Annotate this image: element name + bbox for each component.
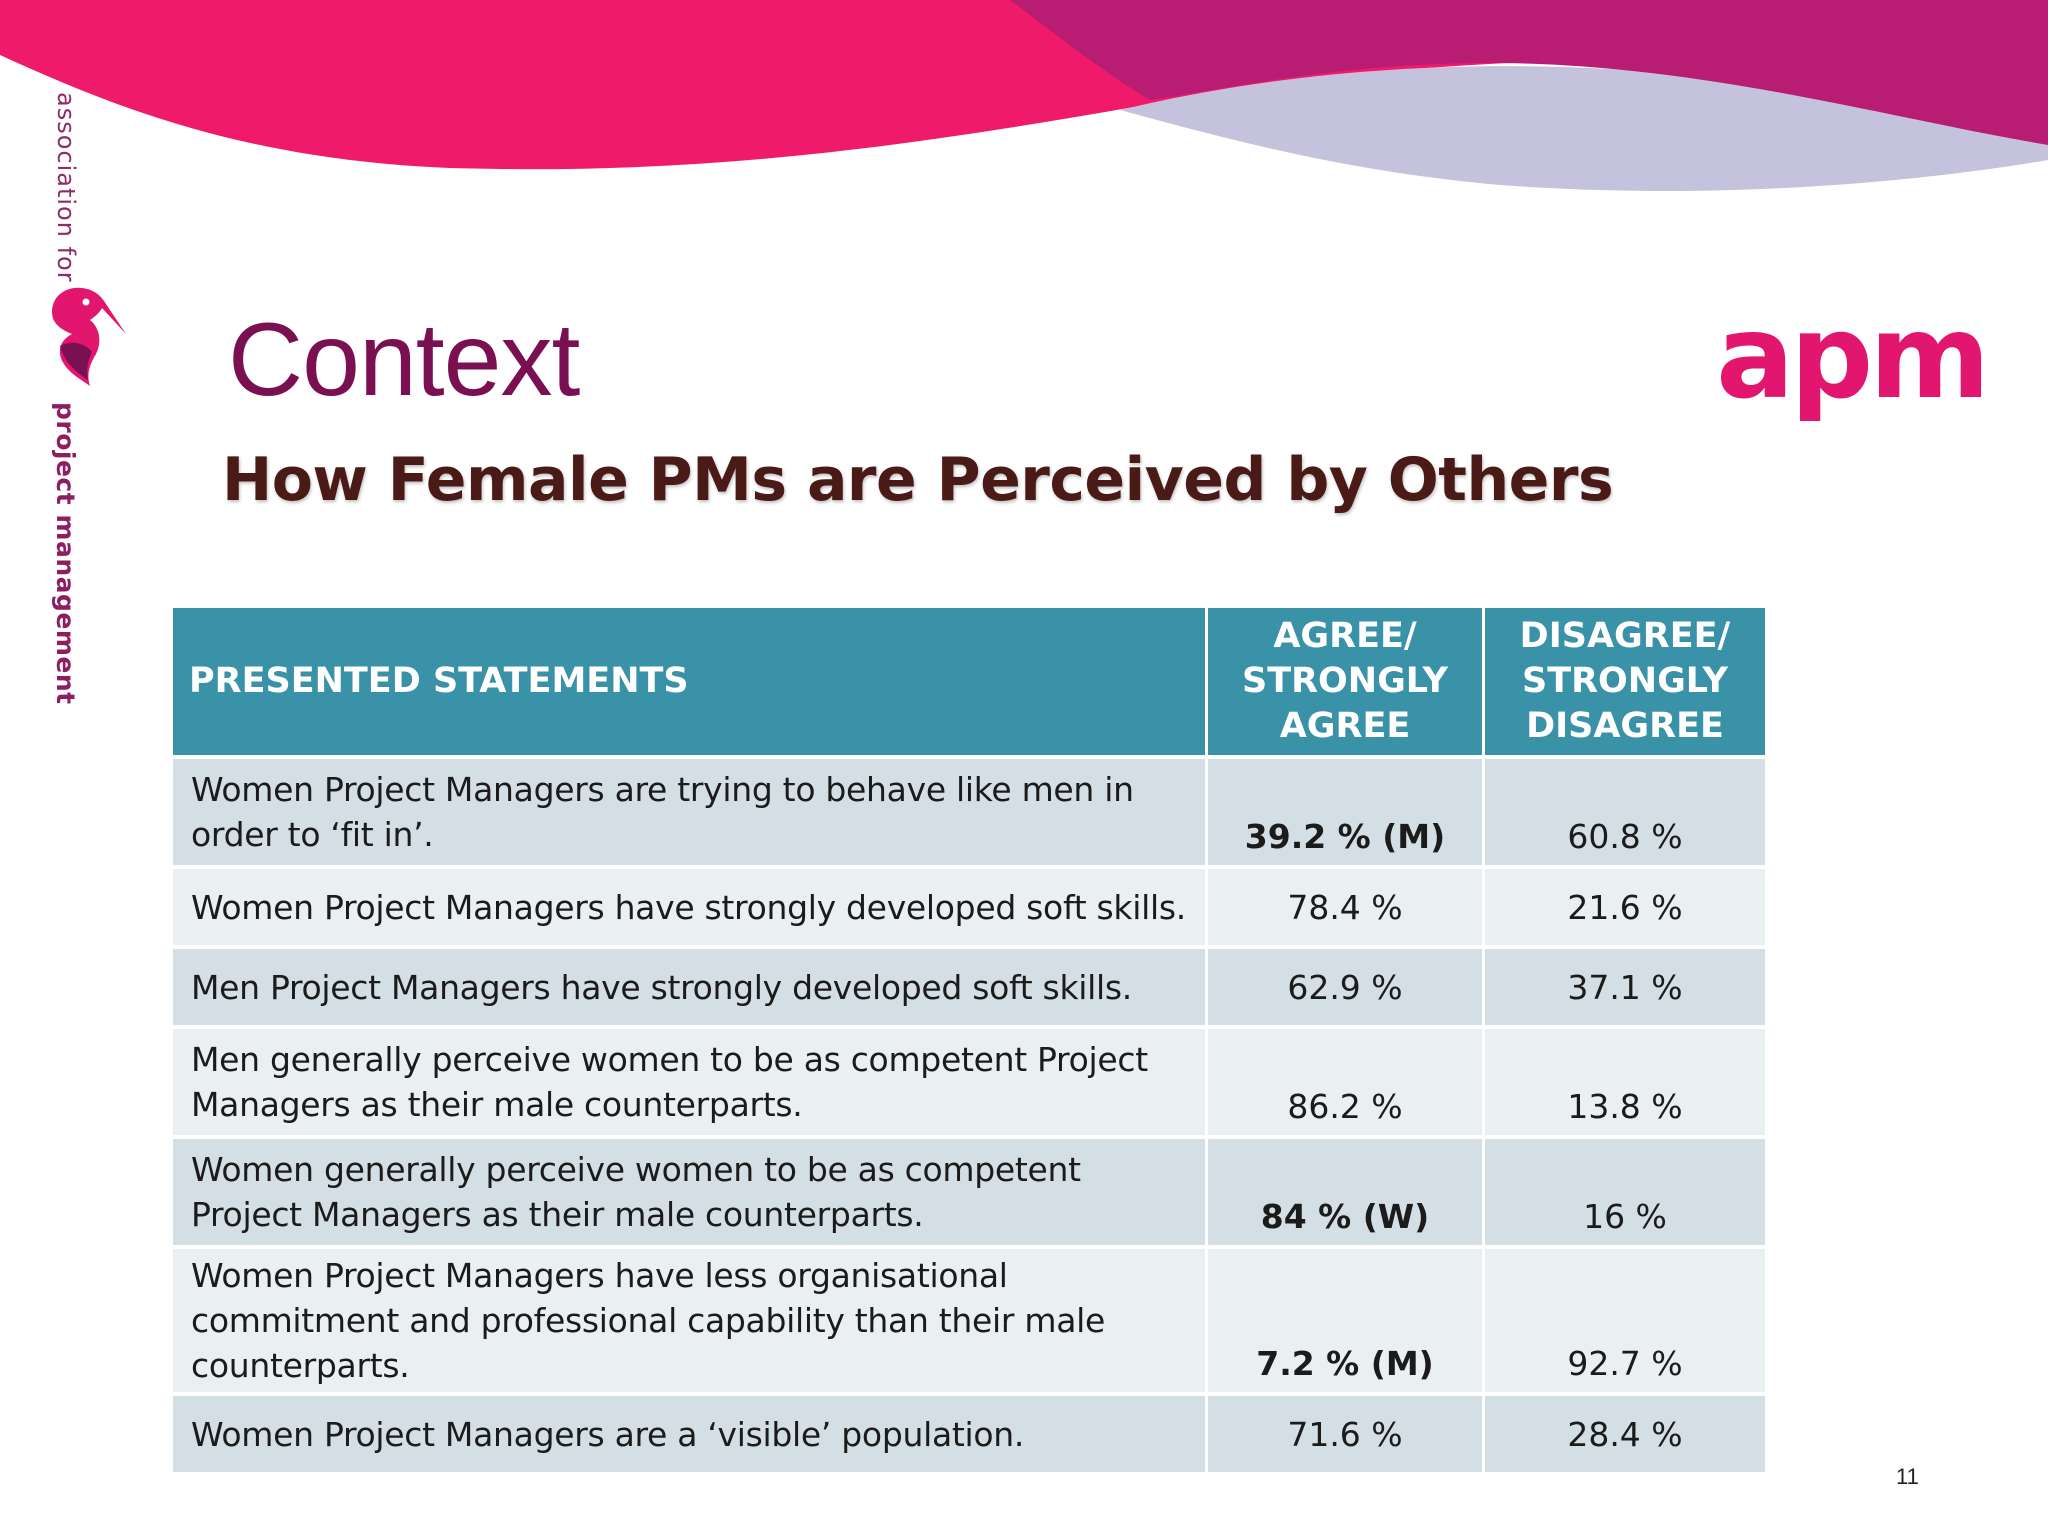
brand-side-text-bottom: project management [51,402,80,705]
slide-title: Context [228,302,580,418]
header-agree-line-2: STRONGLY [1241,661,1448,701]
header-agree-line-1: AGREE/ [1273,616,1417,656]
header-agree: AGREE/ STRONGLY AGREE [1208,608,1482,755]
table-row: Men Project Managers have strongly devel… [173,949,1765,1025]
apm-logo: apm [1716,290,1990,425]
table-header-row: PRESENTED STATEMENTS AGREE/ STRONGLY AGR… [173,608,1765,755]
disagree-cell: 21.6 % [1485,869,1765,945]
statement-cell: Women generally perceive women to be as … [173,1139,1205,1245]
disagree-cell: 60.8 % [1485,759,1765,865]
disagree-cell: 28.4 % [1485,1396,1765,1472]
slide-subtitle: How Female PMs are Perceived by Others [222,445,1614,515]
agree-cell: 7.2 % (M) [1208,1249,1482,1392]
agree-cell: 39.2 % (M) [1208,759,1482,865]
agree-cell: 71.6 % [1208,1396,1482,1472]
statement-cell: Men Project Managers have strongly devel… [173,949,1205,1025]
disagree-cell: 13.8 % [1485,1029,1765,1135]
page-number: 11 [1896,1464,1919,1489]
statement-cell: Women Project Managers are a ‘visible’ p… [173,1396,1205,1472]
header-presented-statements: PRESENTED STATEMENTS [173,608,1205,755]
table-row: Women Project Managers are a ‘visible’ p… [173,1396,1765,1472]
magenta-wave [1010,0,2048,145]
statement-cell: Women Project Managers are trying to beh… [173,759,1205,865]
agree-cell: 62.9 % [1208,949,1482,1025]
header-disagree: DISAGREE/ STRONGLY DISAGREE [1485,608,1765,755]
disagree-cell: 92.7 % [1485,1249,1765,1392]
heron-bird-logo-icon [52,287,126,386]
statements-table: PRESENTED STATEMENTS AGREE/ STRONGLY AGR… [170,604,1768,1476]
disagree-cell: 16 % [1485,1139,1765,1245]
header-disagree-line-1: DISAGREE/ [1519,616,1731,656]
table-row: Women Project Managers have strongly dev… [173,869,1765,945]
table-row: Women Project Managers are trying to beh… [173,759,1765,865]
agree-cell: 86.2 % [1208,1029,1482,1135]
table-row: Women generally perceive women to be as … [173,1139,1765,1245]
agree-cell: 78.4 % [1208,869,1482,945]
header-disagree-line-3: DISAGREE [1526,706,1724,746]
statement-cell: Women Project Managers have strongly dev… [173,869,1205,945]
header-wave-decoration [0,0,2048,191]
brand-side-text-top: association for [52,92,80,283]
table-row: Women Project Managers have less organis… [173,1249,1765,1392]
statement-cell: Men generally perceive women to be as co… [173,1029,1205,1135]
agree-cell: 84 % (W) [1208,1139,1482,1245]
header-disagree-line-2: STRONGLY [1521,661,1728,701]
header-agree-line-3: AGREE [1279,706,1411,746]
table-row: Men generally perceive women to be as co… [173,1029,1765,1135]
disagree-cell: 37.1 % [1485,949,1765,1025]
statement-cell: Women Project Managers have less organis… [173,1249,1205,1392]
